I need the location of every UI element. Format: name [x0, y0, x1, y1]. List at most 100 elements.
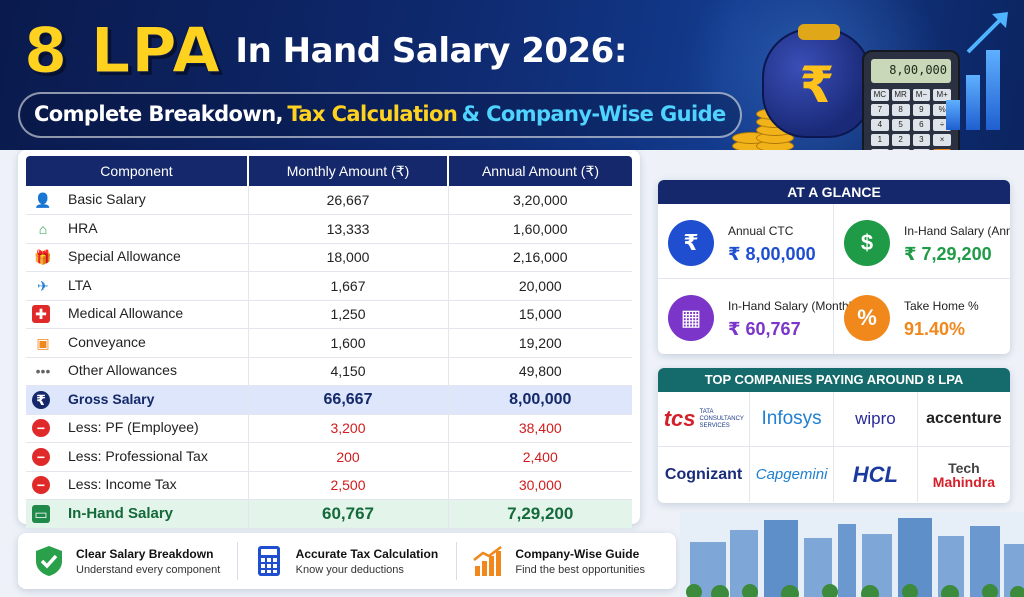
component-cell: 👤 Basic Salary	[26, 186, 249, 215]
bus-icon: ▣	[36, 334, 50, 351]
glance-item: $ In-Hand Salary (Annual) ₹ 7,29,200	[834, 204, 1010, 279]
monthly-amount-cell: 4,150	[248, 357, 449, 386]
component-cell: ▭ In-Hand Salary	[26, 499, 249, 528]
component-label: HRA	[68, 219, 98, 236]
bag-rupee-symbol: ₹	[799, 57, 835, 113]
table-row: ✚ Medical Allowance 1,250 15,000	[26, 300, 632, 329]
calculator-key: 0	[871, 149, 889, 150]
calculator-key: •	[891, 149, 910, 150]
glance-label: Annual CTC	[728, 224, 794, 238]
percent-icon: %	[844, 295, 890, 341]
calculator-key: •	[912, 149, 931, 150]
calculator-key: M+	[933, 89, 951, 101]
gift-icon: 🎁	[34, 249, 52, 266]
component-label: Other Allowances	[68, 362, 177, 379]
annual-amount-cell: 19,200	[448, 328, 632, 358]
calculator-key: MR	[891, 89, 910, 101]
medical-icon: ✚	[32, 305, 50, 324]
table-row: − Less: Professional Tax 200 2,400	[26, 442, 632, 472]
subtitle-part2: Tax Calculation	[287, 102, 458, 126]
money-bag-icon: ₹	[762, 24, 872, 138]
minus-icon: −	[32, 476, 50, 495]
growth-chart-icon	[473, 546, 503, 576]
annual-amount-cell: 38,400	[448, 414, 632, 443]
subtitle-part3: & Company-Wise Guide	[461, 102, 727, 126]
feature-title: Company-Wise Guide	[515, 546, 640, 561]
component-cell: ✈ LTA	[26, 271, 249, 301]
glance-value: ₹ 8,00,000	[728, 244, 816, 264]
annual-amount-cell: 1,60,000	[448, 214, 632, 244]
calculator-key: 4	[871, 119, 889, 131]
component-cell: ✚ Medical Allowance	[26, 300, 249, 329]
component-label: Less: Income Tax	[68, 476, 177, 493]
table-row: ✈ LTA 1,667 20,000	[26, 271, 632, 301]
table-header-row: Component Monthly Amount (₹) Annual Amou…	[26, 156, 632, 186]
component-label: Less: PF (Employee)	[68, 419, 199, 436]
glance-value: 91.40%	[904, 319, 966, 339]
logo-tcs: tcs TATA CONSULTANCY SERVICES	[658, 392, 751, 447]
component-cell: − Less: Income Tax	[26, 471, 249, 500]
title-highlight: 8 LPA	[24, 14, 221, 88]
glance-value: ₹ 60,767	[728, 319, 801, 339]
calendar-icon: ▦	[668, 295, 714, 341]
annual-amount-cell: 2,400	[448, 442, 632, 472]
glance-label: Take Home %	[904, 299, 979, 313]
salary-breakdown-table: Component Monthly Amount (₹) Annual Amou…	[18, 150, 640, 528]
feature-tax-calculation: Accurate Tax Calculation Know your deduc…	[238, 542, 458, 580]
trend-arrow-icon	[966, 12, 1008, 54]
calculator-icon	[257, 546, 280, 576]
monthly-amount-cell: 66,667	[248, 385, 449, 415]
column-header-monthly: Monthly Amount (₹)	[248, 156, 449, 186]
annual-amount-cell: 30,000	[448, 471, 632, 500]
table-row: ••• Other Allowances 4,150 49,800	[26, 357, 632, 386]
growth-bars-icon	[946, 40, 1006, 130]
monthly-amount-cell: 1,667	[248, 271, 449, 301]
calculator-key: M−	[912, 89, 931, 101]
header-banner: 8 LPA In Hand Salary 2026: Complete Brea…	[0, 0, 1024, 150]
features-bar: Clear Salary Breakdown Understand every …	[18, 533, 676, 589]
monthly-amount-cell: 60,767	[248, 499, 449, 528]
component-cell: ▣ Conveyance	[26, 328, 249, 358]
calculator-key: 3	[912, 134, 931, 146]
calculator-key: 9	[912, 104, 931, 116]
column-header-annual: Annual Amount (₹)	[448, 156, 632, 186]
component-label: Conveyance	[68, 333, 146, 350]
glance-item: ₹ Annual CTC ₹ 8,00,000	[658, 204, 834, 279]
title-rest: In Hand Salary 2026:	[235, 30, 627, 71]
minus-icon: −	[32, 447, 50, 466]
glance-title: AT A GLANCE	[658, 180, 1010, 204]
annual-amount-cell: 8,00,000	[448, 385, 632, 415]
calculator-key: 8	[891, 104, 910, 116]
money-bag-icon: ₹	[32, 390, 50, 409]
calculator-key: 6	[912, 119, 931, 131]
at-a-glance-panel: AT A GLANCE ₹ Annual CTC ₹ 8,00,000 $ In-Han…	[658, 180, 1010, 354]
calculator-key: 2	[891, 134, 910, 146]
component-cell: ₹ Gross Salary	[26, 385, 249, 415]
calculator-key: =	[933, 149, 951, 150]
glance-label: In-Hand Salary (Annual)	[904, 224, 1010, 238]
glance-value: ₹ 7,29,200	[904, 244, 992, 264]
calculator-key: 7	[871, 104, 889, 116]
component-cell: ••• Other Allowances	[26, 357, 249, 386]
monthly-amount-cell: 26,667	[248, 186, 449, 215]
logo-capgemini: Capgemini	[750, 447, 834, 502]
component-label: Medical Allowance	[68, 305, 184, 322]
page-title: 8 LPA In Hand Salary 2026:	[24, 14, 628, 88]
component-cell: 🎁 Special Allowance	[26, 243, 249, 272]
monthly-amount-cell: 3,200	[248, 414, 449, 443]
logo-tech-mahindra: Tech Mahindra	[932, 459, 996, 490]
glance-item: ▦ In-Hand Salary (Monthly) ₹ 60,767	[658, 279, 861, 354]
rupee-icon: ₹	[668, 220, 714, 266]
component-cell: ⌂ HRA	[26, 214, 249, 244]
logo-hcl: HCL	[834, 447, 918, 502]
feature-subtitle: Understand every component	[76, 563, 221, 576]
minus-icon: −	[32, 419, 50, 438]
home-icon: ⌂	[38, 220, 48, 237]
logo-accenture: accenture	[917, 392, 1010, 447]
monthly-amount-cell: 1,600	[248, 328, 449, 358]
money-hand-icon: $	[844, 220, 890, 266]
monthly-amount-cell: 18,000	[248, 243, 449, 272]
logo-wipro: wipro	[834, 392, 918, 447]
